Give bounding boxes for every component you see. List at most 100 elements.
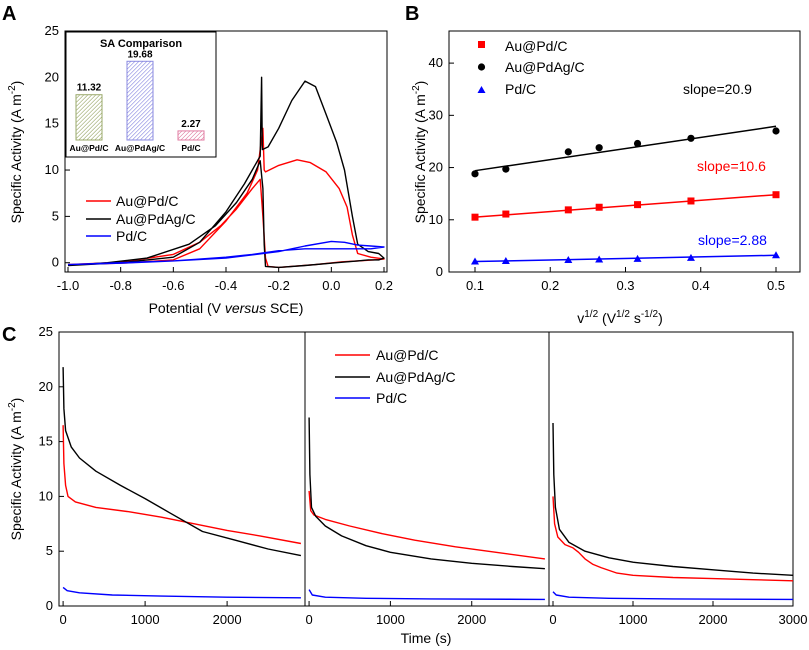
inset-bar-hatch <box>127 83 153 110</box>
data-point-pd-c <box>772 251 780 259</box>
panel-c-chart: 0 5 10 15 20 25 0 1000 2000 0 1000 2000 0 1000 2000 30… <box>7 324 807 646</box>
legend-label-au-pd: Au@Pd/C <box>376 347 438 363</box>
inset-bar-hatch <box>90 128 102 140</box>
data-point-pd-c <box>633 254 642 262</box>
data-point-au-pd-c <box>471 213 479 221</box>
legend-marker-au-pd <box>478 41 485 48</box>
x-tick-label-0-1: 1000 <box>131 612 160 627</box>
panel-c-plot-frame <box>58 331 794 607</box>
slope-label-pd: slope=2.88 <box>698 232 767 248</box>
inset-bar-hatch <box>76 94 93 111</box>
inset-category-label-au-pd-c: Au@Pd/C <box>70 143 109 153</box>
slope-label-au-pdag: slope=20.9 <box>683 81 752 97</box>
fit-line-au-pdag-c <box>474 125 777 172</box>
inset-bar-hatch <box>76 94 85 103</box>
y-tick-label-5: 25 <box>45 23 59 38</box>
panel-b-x-label: v1/2 (V1/2 s-1/2) <box>577 309 663 326</box>
inset-bar-hatch <box>180 130 191 140</box>
series-line-au-pdag-c-2 <box>308 417 545 570</box>
inset-bar-hatch <box>188 130 199 140</box>
y-tick-label-2: 20 <box>429 160 443 175</box>
inset-bar-hatch <box>135 123 153 140</box>
legend-label-au-pd: Au@Pd/C <box>116 193 178 209</box>
inset-bar-hatch <box>76 104 102 131</box>
series-line-pd-c <box>67 240 385 266</box>
inset-value-label-au-pdag-c: 19.68 <box>127 49 152 60</box>
x-tick-label-2: 0.3 <box>616 278 634 293</box>
inset-bar-hatch <box>86 124 102 140</box>
inset-category-label-au-pdag-c: Au@PdAg/C <box>115 143 165 153</box>
data-point-pd-c <box>564 255 573 263</box>
fit-line-au-pd-c <box>474 193 777 218</box>
inset-bar-hatch <box>143 131 153 140</box>
x-tick-label-0: 0.1 <box>466 278 484 293</box>
inset-bar-hatch <box>184 130 195 140</box>
y-tick-label-0: 0 <box>436 264 443 279</box>
x-tick-label-3: 0.4 <box>692 278 710 293</box>
data-point-pd-c <box>595 255 604 263</box>
inset-bar-hatch <box>76 94 89 107</box>
series-line-au-pd-c <box>67 127 385 269</box>
y-tick-label-3: 15 <box>45 116 59 131</box>
legend-label-au-pdag: Au@PdAg/C <box>505 59 585 75</box>
inset-bar-hatch <box>127 87 153 114</box>
panel-a-y-label: Specific Activity (A m-2) <box>7 81 24 224</box>
y-tick-label-2: 10 <box>45 162 59 177</box>
series-line-au-pdag-c-1 <box>62 367 302 557</box>
fit-line-pd-c <box>474 254 777 263</box>
legend-label-pd: Pd/C <box>376 390 407 406</box>
series-line-au-pd-c-3 <box>552 496 794 582</box>
x-tick-label-2-0: 0 <box>549 612 556 627</box>
legend-marker-au-pdag <box>477 63 486 71</box>
inset-bar-hatch <box>76 94 97 115</box>
inset-bar-hatch <box>127 61 144 78</box>
inset-bar-hatch <box>94 132 102 140</box>
inset-bar-hatch <box>76 96 102 123</box>
x-tick-label-3: -0.4 <box>215 278 237 293</box>
inset-bar-hatch <box>147 135 153 140</box>
inset-bar-hatch <box>139 127 153 140</box>
inset-bar-hatch <box>192 130 203 140</box>
x-tick-label-1: -0.8 <box>109 278 131 293</box>
y-tick-label-4: 40 <box>429 55 443 70</box>
inset-bar-hatch <box>178 130 187 140</box>
inset-bar-hatch <box>127 111 153 138</box>
inset-bar-hatch <box>127 91 153 118</box>
series-line-au-pd-c-2 <box>308 490 545 560</box>
data-point-pd-c <box>501 257 510 265</box>
panel-c-legend: Au@Pd/C Au@PdAg/C Pd/C <box>335 347 456 406</box>
inset-bar-hatch <box>127 103 153 130</box>
panel-a-inset: SA Comparison 11.32 Au@Pd/C 19.68 Au@PdAg/C… <box>65 31 217 158</box>
data-point-au-pd-c <box>564 206 572 214</box>
data-point-au-pd-c <box>687 197 695 205</box>
x-tick-label-4: -0.2 <box>267 278 289 293</box>
inset-bar-hatch <box>127 115 153 140</box>
data-point-au-pdag-c <box>772 127 780 135</box>
x-tick-label-1-2: 2000 <box>457 612 486 627</box>
panel-c-y-label: Specific Activity (A m-2) <box>7 398 24 541</box>
inset-bar-hatch <box>127 99 153 126</box>
slope-label-au-pd: slope=10.6 <box>697 158 766 174</box>
inset-bar-hatch <box>127 61 148 82</box>
x-tick-label-1-0: 0 <box>305 612 312 627</box>
series-line-pd-c-3 <box>552 591 794 601</box>
inset-category-label-pd-c: Pd/C <box>181 143 200 153</box>
y-tick-label-3: 30 <box>429 107 443 122</box>
panel-a-chart: 0 5 10 15 20 25 -1.0 -0.8 -0.6 -0.4 -0.2 0.0 0.2 Po… <box>7 23 393 316</box>
panel-b-plot-frame <box>448 30 801 273</box>
inset-bar-hatch <box>78 116 102 140</box>
inset-bar-hatch <box>76 94 101 119</box>
inset-bar-hatch <box>127 61 152 86</box>
legend-label-pd: Pd/C <box>505 81 536 97</box>
legend-label-pd: Pd/C <box>116 228 147 244</box>
data-point-au-pd-c <box>595 203 603 211</box>
x-tick-label-2-2: 2000 <box>699 612 728 627</box>
panel-a-x-label: Potential (V versus SCE) <box>149 300 304 316</box>
x-tick-label-5: 0.0 <box>322 278 340 293</box>
x-tick-label-2-3: 3000 <box>779 612 808 627</box>
x-tick-label-4: 0.5 <box>767 278 785 293</box>
x-tick-label-1-1: 1000 <box>376 612 405 627</box>
inset-value-label-pd-c: 2.27 <box>181 119 201 130</box>
panel-a-legend: Au@Pd/C Au@PdAg/C Pd/C <box>86 193 196 244</box>
